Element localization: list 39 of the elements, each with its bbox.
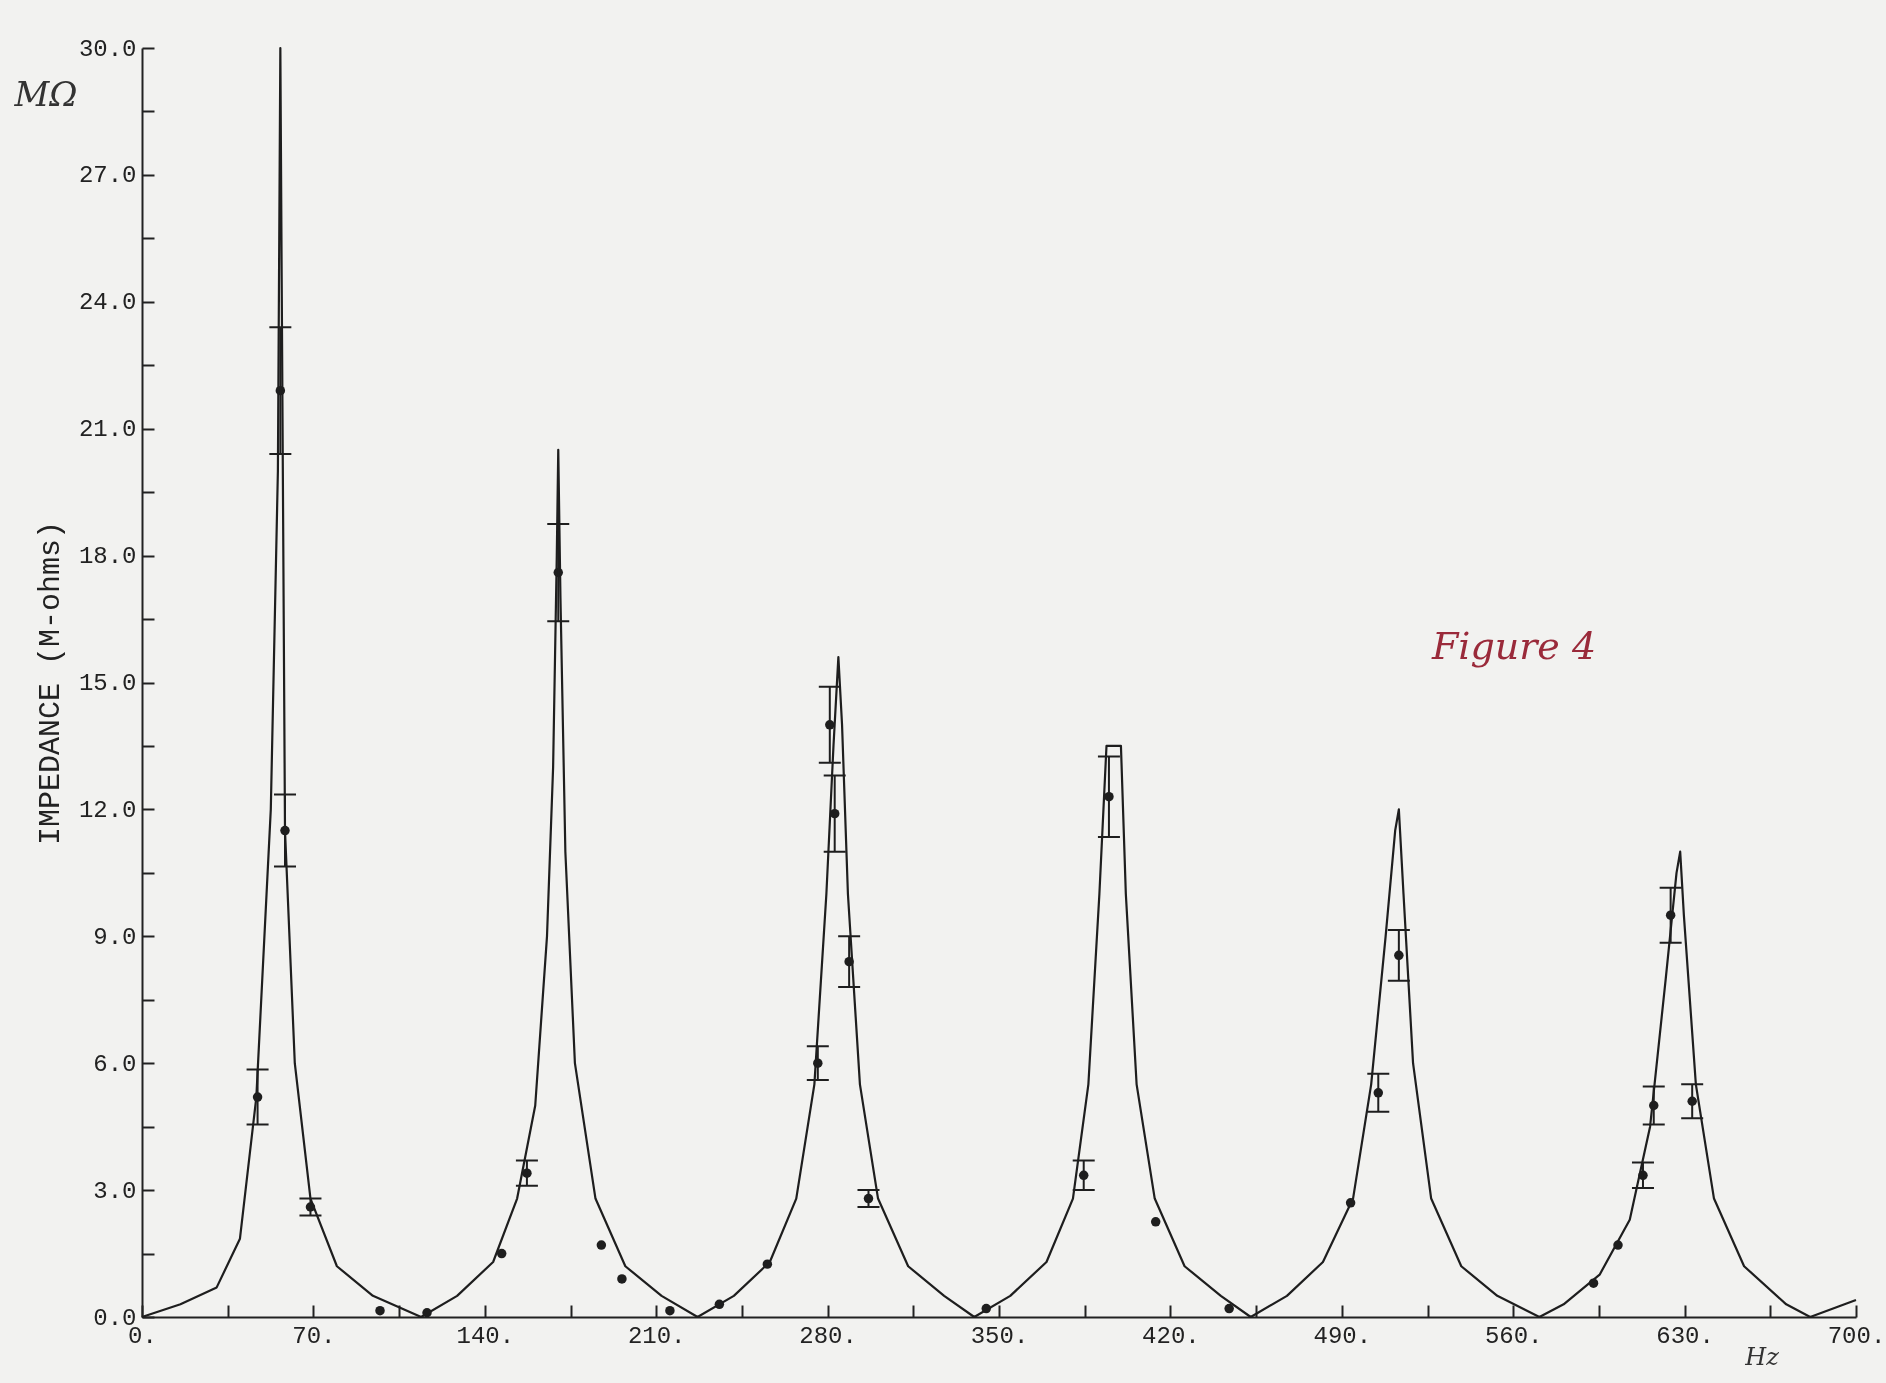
- point: [665, 1305, 675, 1316]
- x-tick-label: 70.: [292, 1322, 336, 1350]
- point: [762, 1259, 773, 1269]
- y-axis-title: IMPEDANCE (M-ohms): [33, 520, 68, 846]
- point: [375, 1305, 385, 1316]
- y-tick-label: 15.0: [78, 670, 137, 697]
- y-tick-label: 6.0: [93, 1050, 137, 1078]
- y-tick-label: 18.0: [78, 543, 137, 571]
- line-series: [140, 46, 1858, 1319]
- x-tick-label: 140.: [456, 1322, 515, 1350]
- x-tick-label: 420.: [1142, 1322, 1200, 1350]
- point: [1588, 1278, 1599, 1288]
- point: [981, 1303, 992, 1314]
- point: [1150, 1217, 1161, 1227]
- x-tick-label: 700.: [1827, 1322, 1886, 1350]
- y-tick-label: 9.0: [93, 923, 137, 951]
- y-tick-label: 30.0: [78, 35, 137, 63]
- point: [422, 1308, 432, 1318]
- point: [496, 1248, 507, 1259]
- x-tick-label: 210.: [627, 1322, 686, 1350]
- x-tick-label: 490.: [1313, 1322, 1372, 1350]
- x-tick-label: 630.: [1656, 1322, 1714, 1350]
- point: [1345, 1198, 1356, 1208]
- x-tick-label: 560.: [1484, 1322, 1543, 1350]
- point: [1613, 1240, 1623, 1250]
- text: MΩ: [13, 74, 78, 114]
- y-tick-label: 24.0: [78, 289, 137, 317]
- point: [596, 1240, 607, 1250]
- text: Hz: [1744, 1343, 1780, 1371]
- x-tick-label: 350.: [970, 1322, 1029, 1350]
- x-tick-label: 280.: [799, 1322, 857, 1350]
- annotation: Figure 4: [1430, 624, 1597, 668]
- y-tick-label: 12.0: [78, 796, 137, 824]
- point: [714, 1299, 725, 1310]
- y-tick-label: 27.0: [78, 162, 137, 190]
- y-tick-label: 3.0: [93, 1177, 137, 1205]
- point: [1224, 1303, 1234, 1314]
- point: [617, 1274, 627, 1284]
- y-tick-label: 21.0: [78, 416, 137, 444]
